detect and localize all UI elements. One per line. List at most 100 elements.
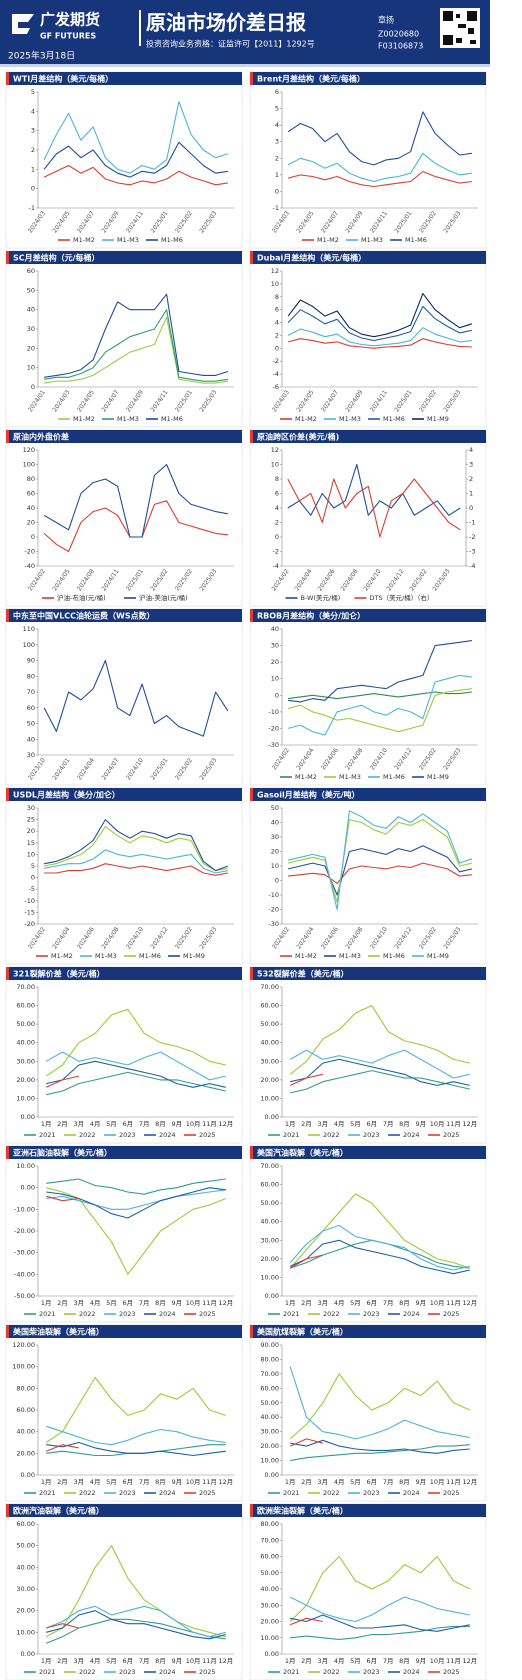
y-tick-label: 0.00	[21, 1650, 35, 1658]
y-tick-label: 50.00	[16, 1542, 35, 1550]
y2-tick-label: -4	[469, 562, 475, 570]
panel-title-accent	[6, 609, 9, 622]
panel-title-accent	[250, 1146, 253, 1159]
panel-title: Dubai月差结构（美元/每桶）	[257, 253, 366, 263]
legend-label: M1-M2	[317, 236, 339, 244]
x-tick-label: 11月	[446, 1299, 461, 1307]
x-tick-label: 4月	[334, 1120, 345, 1128]
legend-label: 2022	[323, 1489, 340, 1497]
legend-label: M1-M9	[427, 773, 449, 781]
y-tick-label: 50.00	[260, 1399, 279, 1407]
legend-label: M1-M3	[117, 415, 139, 423]
panel-title: 亚洲石脑油裂解（美元/桶）	[13, 1148, 112, 1158]
x-tick-label: 5月	[350, 1299, 361, 1307]
y-tick-label: 30.00	[260, 1428, 279, 1436]
series-line	[44, 293, 229, 378]
legend-label: 2025	[199, 1668, 216, 1676]
y-tick-label: 5	[31, 862, 35, 870]
series-line	[287, 674, 472, 736]
y2-tick-label: -3	[469, 548, 475, 556]
legend-label: M1-M6	[139, 952, 161, 960]
y-tick-label: 70.00	[260, 1370, 279, 1378]
x-tick-label: 2月	[301, 1478, 312, 1486]
y-tick-label: 10.00	[260, 1457, 279, 1465]
panel-title-bar	[250, 430, 486, 443]
y-tick-label: -2	[273, 357, 279, 365]
y-tick-label: 2	[275, 154, 279, 162]
series-line	[290, 1070, 470, 1094]
y-tick-label: 40.00	[16, 1428, 35, 1436]
x-tick-label: 12月	[218, 1657, 233, 1665]
y-tick-label: 0	[275, 187, 279, 195]
y-tick-label: 90.00	[260, 1341, 279, 1349]
y-tick-label: 20.00	[16, 1076, 35, 1084]
panel-title: SC月差结构（元/每桶）	[13, 253, 100, 263]
x-tick-label: 8月	[399, 1299, 410, 1307]
x-tick-label: 7月	[383, 1120, 394, 1128]
y-tick-label: 0	[31, 874, 35, 882]
x-tick-label: 7月	[139, 1299, 150, 1307]
x-tick-label: 3月	[318, 1657, 329, 1665]
y-tick-label: 10.00	[16, 1094, 35, 1102]
y-tick-label: 30	[271, 833, 279, 841]
y-tick-label: 20.00	[16, 1449, 35, 1457]
panel-title: 美国汽油裂解（美元/桶）	[257, 1148, 348, 1158]
x-tick-label: 12月	[218, 1299, 233, 1307]
x-tick-label: 9月	[172, 1120, 183, 1128]
x-tick-label: 5月	[350, 1657, 361, 1665]
analyst-id: Z0020680	[378, 30, 419, 39]
y-tick-label: 10	[271, 675, 279, 683]
x-tick-label: 7月	[139, 1478, 150, 1486]
series-line	[287, 845, 473, 896]
legend-label: 2024	[403, 1489, 420, 1497]
divider	[139, 10, 141, 46]
x-tick-label: 8月	[399, 1120, 410, 1128]
legend-label: 2023	[363, 1310, 380, 1318]
panel-title-bar	[6, 1504, 242, 1517]
y-tick-label: 6	[275, 490, 279, 498]
x-tick-label: 6月	[367, 1478, 378, 1486]
y-tick-label: 30.00	[260, 1236, 279, 1244]
x-tick-label: 11月	[202, 1478, 217, 1486]
header-rule	[0, 64, 490, 67]
panel-title-accent	[6, 788, 9, 801]
x-tick-label: 10月	[430, 1478, 445, 1486]
y-tick-label: 0	[31, 383, 35, 391]
series-line	[287, 293, 473, 338]
panel	[5, 787, 243, 965]
panel-title-bar	[6, 430, 242, 443]
x-tick-label: 3月	[318, 1299, 329, 1307]
y-tick-label: 20.00	[260, 1076, 279, 1084]
y-tick-label: 80.00	[16, 1384, 35, 1392]
y-tick-label: -10	[268, 708, 279, 716]
legend-label: M1-M2	[73, 236, 95, 244]
x-tick-label: 3月	[74, 1657, 85, 1665]
series-line	[44, 863, 229, 876]
y-tick-label: 40	[27, 306, 35, 314]
legend-label: M1-M3	[339, 415, 361, 423]
x-tick-label: 11月	[446, 1478, 461, 1486]
y-tick-label: 120.00	[12, 1341, 35, 1349]
x-tick-label: 6月	[123, 1478, 134, 1486]
legend-label: 2022	[323, 1668, 340, 1676]
panel	[249, 608, 487, 786]
legend-label: M1-M9	[183, 952, 205, 960]
panel-title-bar	[250, 251, 486, 264]
panel-title: Brent月差结构（美元/每桶）	[257, 74, 365, 84]
y-tick-label: 0.00	[265, 1113, 279, 1121]
legend-label: 2022	[323, 1131, 340, 1139]
series-line	[289, 1073, 323, 1086]
x-tick-label: 4月	[90, 1299, 101, 1307]
panel	[5, 1145, 243, 1323]
legend-label: 2021	[283, 1131, 300, 1139]
x-tick-label: 6月	[367, 1657, 378, 1665]
series-line	[43, 463, 228, 538]
panel	[5, 429, 243, 607]
y-tick-label: 3	[31, 127, 35, 135]
legend-label: M1-M3	[95, 952, 117, 960]
header-band	[0, 0, 490, 64]
y-tick-label: 25	[27, 816, 35, 824]
legend-label: M1-M2	[295, 415, 317, 423]
panel-title-accent	[6, 967, 9, 980]
panel-title: 中东至中国VLCC油轮运费（WS点数）	[13, 611, 155, 621]
